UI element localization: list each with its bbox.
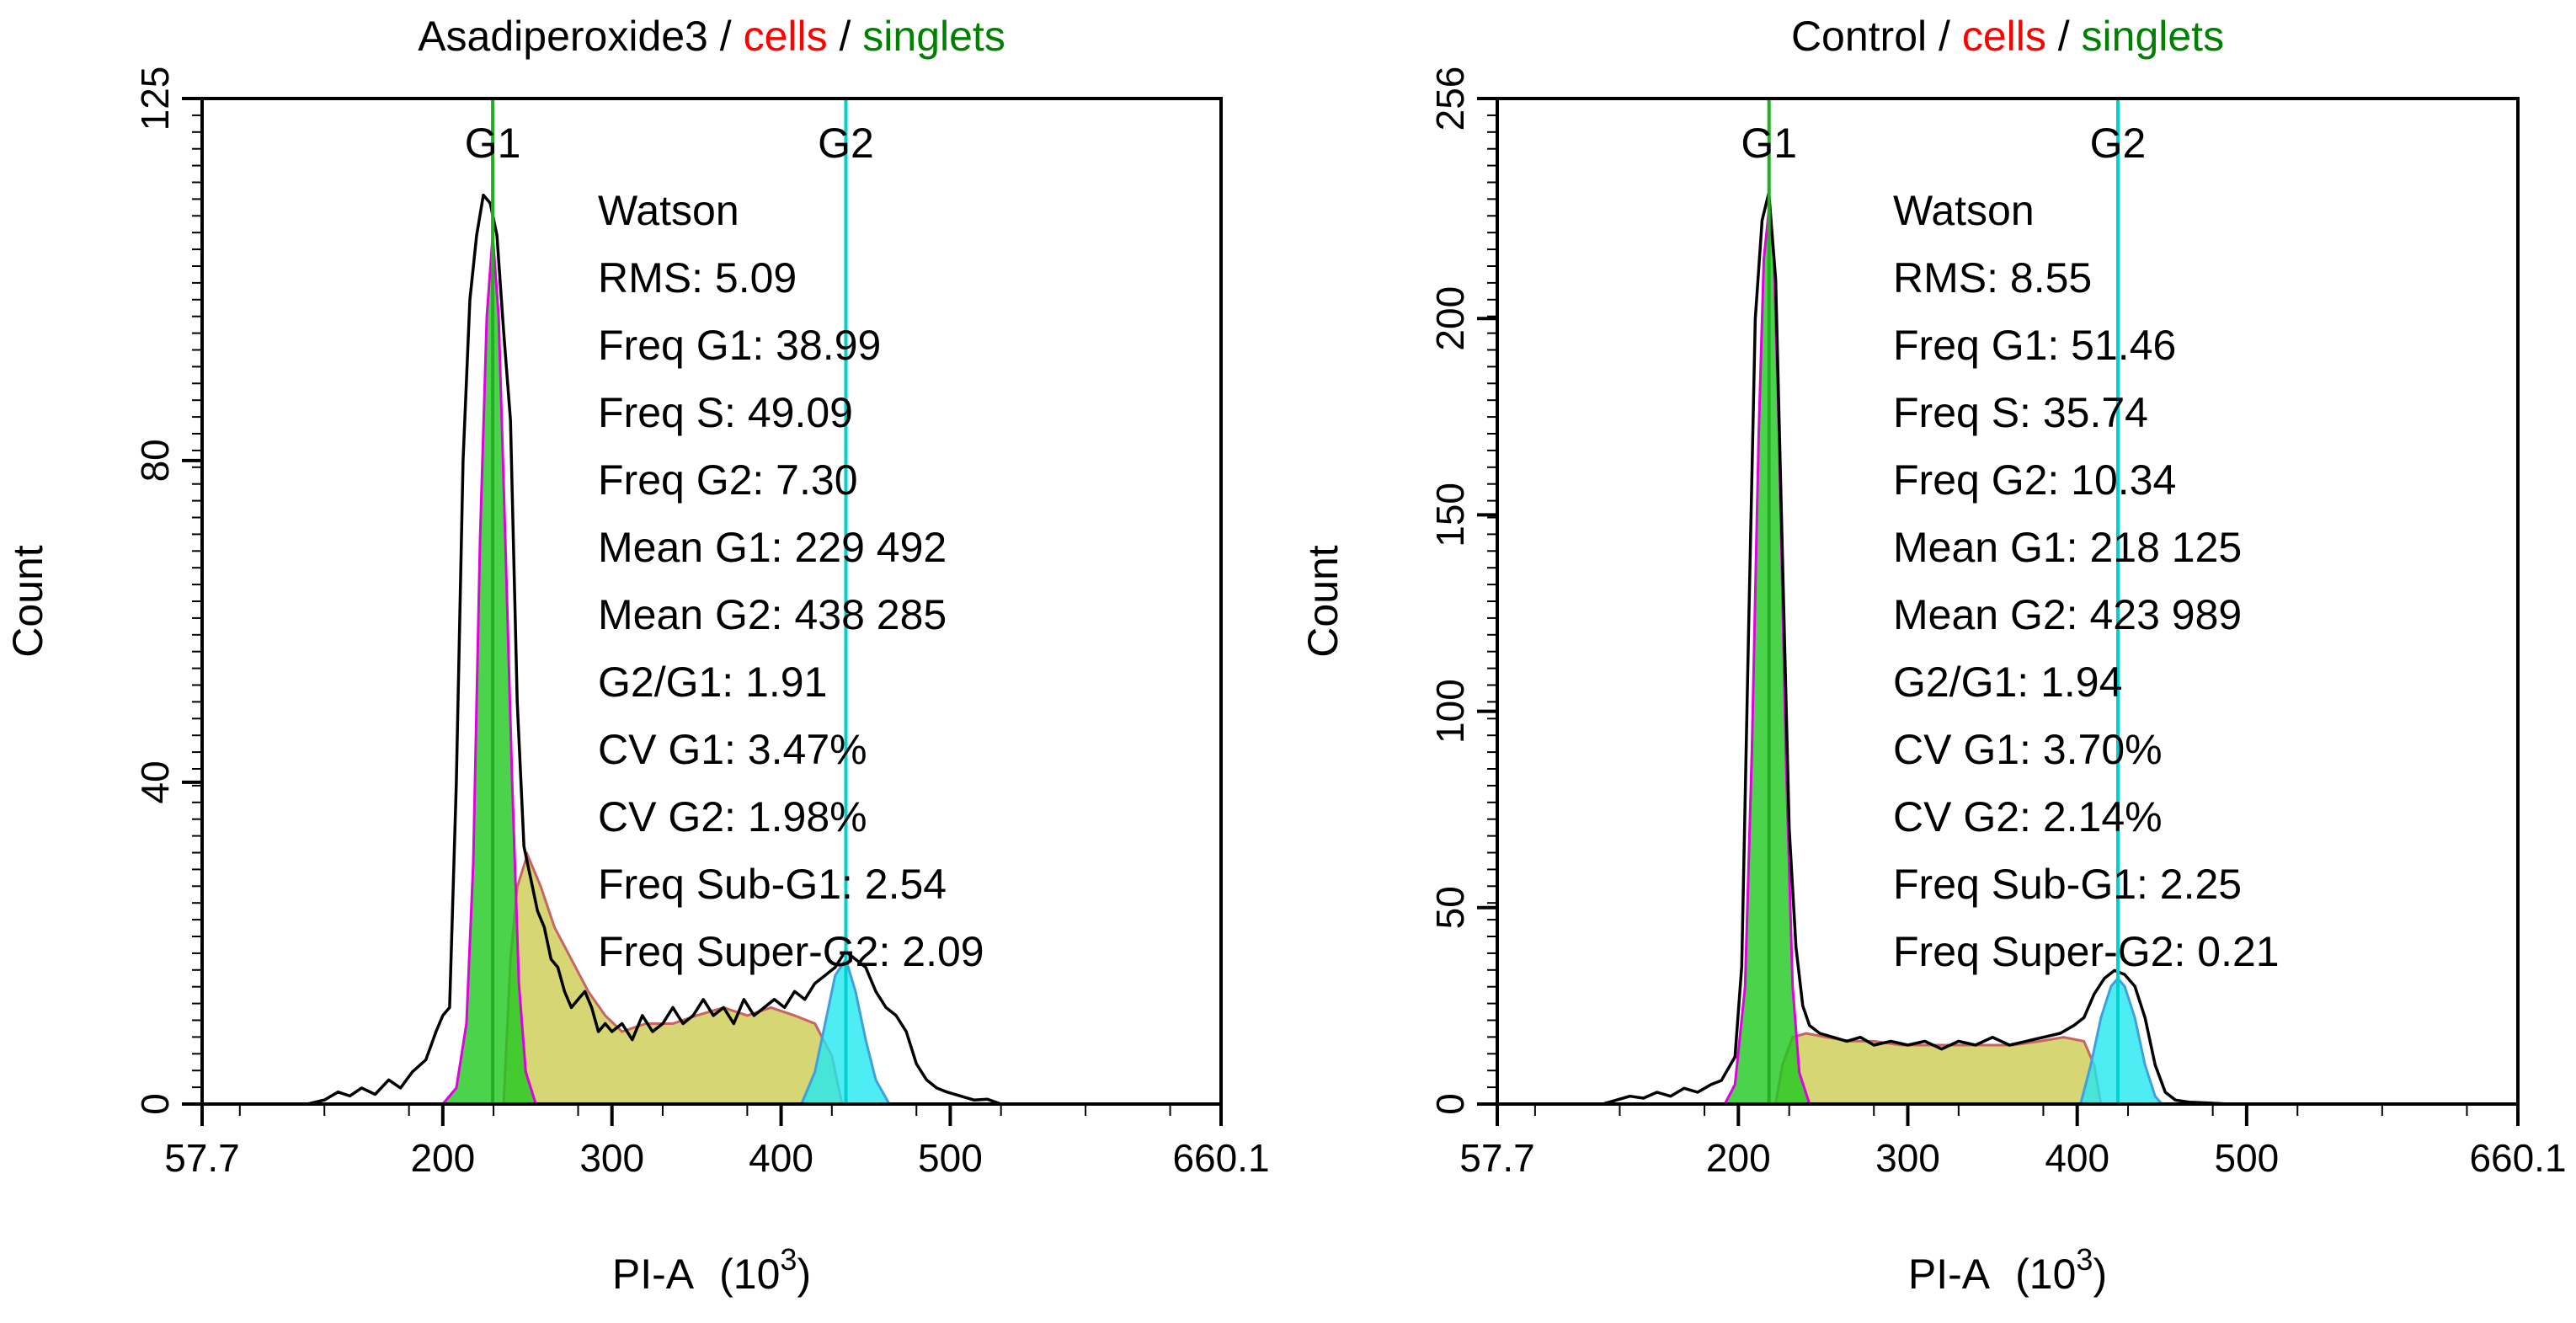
- y-tick-label: 150: [1428, 483, 1472, 547]
- title-sep2: /: [828, 13, 863, 60]
- y-tick-label: 0: [1428, 1093, 1472, 1115]
- title-sep1: /: [708, 13, 744, 60]
- marker-label-g1: G1: [1741, 120, 1797, 167]
- y-tick-label: 256: [1428, 67, 1472, 131]
- y-tick-label: 200: [1428, 286, 1472, 351]
- x-axis-unit: (10: [719, 1251, 780, 1298]
- stats-line: Freq Super-G2: 2.09: [598, 928, 984, 975]
- x-tick-label: 300: [579, 1136, 644, 1180]
- marker-label-g2: G2: [818, 120, 874, 167]
- title-gate2: singlets: [862, 13, 1005, 60]
- x-tick-label: 57.7: [1459, 1136, 1535, 1180]
- chart-title: Control / cells / singlets: [1791, 13, 2224, 60]
- x-tick-label: 660.1: [1172, 1136, 1269, 1180]
- stats-line: Freq G1: 38.99: [598, 322, 881, 369]
- y-tick-label: 0: [133, 1093, 177, 1115]
- stats-line: Freq G1: 51.46: [1893, 322, 2176, 369]
- title-sample: Control: [1791, 13, 1927, 60]
- x-axis-unit-close: ): [2093, 1251, 2107, 1298]
- stats-line: RMS: 5.09: [598, 254, 797, 301]
- stats-line: Mean G1: 218 125: [1893, 524, 2242, 571]
- x-tick-label: 57.7: [164, 1136, 240, 1180]
- title-sample: Asadiperoxide3: [418, 13, 708, 60]
- x-tick-label: 200: [410, 1136, 475, 1180]
- y-axis-label: Count: [4, 545, 51, 658]
- histogram-panel-asadiperoxide: Asadiperoxide3 / cells / singlets G1 G2 0 40…: [4, 13, 1270, 1298]
- g1-phase-area: [1723, 208, 1811, 1105]
- stats-line: RMS: 8.55: [1893, 254, 2092, 301]
- x-tick-label: 500: [2215, 1136, 2280, 1180]
- stats-line: Freq Sub-G1: 2.54: [598, 861, 947, 908]
- x-tick-label: 400: [2045, 1136, 2109, 1180]
- stats-line: Freq Sub-G1: 2.25: [1893, 861, 2242, 908]
- stats-line: Mean G2: 423 989: [1893, 591, 2242, 638]
- x-axis-unit-exponent: 3: [780, 1242, 797, 1277]
- y-tick-label: 100: [1428, 679, 1472, 744]
- x-axis-label: PI-A (103): [612, 1242, 811, 1298]
- x-axis-unit-exponent: 3: [2076, 1242, 2093, 1277]
- marker-label-g1: G1: [465, 120, 521, 167]
- stats-line: CV G2: 2.14%: [1893, 793, 2163, 840]
- x-axis-unit-close: ): [797, 1251, 811, 1298]
- x-tick-label: 660.1: [2469, 1136, 2566, 1180]
- x-axis-name: PI-A: [1908, 1251, 1991, 1298]
- y-tick-label: 40: [133, 760, 177, 803]
- stats-line: CV G1: 3.70%: [1893, 726, 2163, 773]
- y-tick-label: 80: [133, 439, 177, 482]
- x-tick-label: 400: [749, 1136, 813, 1180]
- stats-line: Freq G2: 7.30: [598, 456, 858, 504]
- x-tick-label: 200: [1706, 1136, 1771, 1180]
- title-sep1: /: [1927, 13, 1962, 60]
- stats-line: Freq Super-G2: 0.21: [1893, 928, 2280, 975]
- raw-histogram-line: [307, 193, 1002, 1106]
- x-axis-label: PI-A (103): [1908, 1242, 2107, 1298]
- stats-line: CV G1: 3.47%: [598, 726, 867, 773]
- title-gate1: cells: [744, 13, 828, 60]
- y-tick-label: 50: [1428, 886, 1472, 929]
- chart-title: Asadiperoxide3 / cells / singlets: [418, 13, 1005, 60]
- stats-line: Freq S: 49.09: [598, 389, 853, 436]
- s-phase-area: [1774, 1032, 2103, 1106]
- stats-line: G2/G1: 1.91: [598, 659, 827, 706]
- stats-line: Freq S: 35.74: [1893, 389, 2148, 436]
- x-axis-name: PI-A: [612, 1251, 695, 1298]
- histogram-panel-control: Control / cells / singlets G1 G2 0 50 100 150 2…: [1299, 13, 2567, 1298]
- stats-line: Mean G1: 229 492: [598, 524, 947, 571]
- x-tick-label: 300: [1875, 1136, 1940, 1180]
- stats-line: Mean G2: 438 285: [598, 591, 947, 638]
- marker-label-g2: G2: [2090, 120, 2147, 167]
- x-tick-label: 500: [918, 1136, 983, 1180]
- y-tick-label: 125: [133, 67, 177, 131]
- x-axis-unit: (10: [2015, 1251, 2076, 1298]
- y-axis-label: Count: [1299, 545, 1347, 658]
- stats-line: G2/G1: 1.94: [1893, 659, 2122, 706]
- stats-line: Freq G2: 10.34: [1893, 456, 2176, 504]
- title-gate1: cells: [1962, 13, 2046, 60]
- stats-header: Watson: [598, 187, 739, 234]
- title-sep2: /: [2046, 13, 2082, 60]
- stats-line: CV G2: 1.98%: [598, 793, 867, 840]
- stats-header: Watson: [1893, 187, 2035, 234]
- title-gate2: singlets: [2082, 13, 2225, 60]
